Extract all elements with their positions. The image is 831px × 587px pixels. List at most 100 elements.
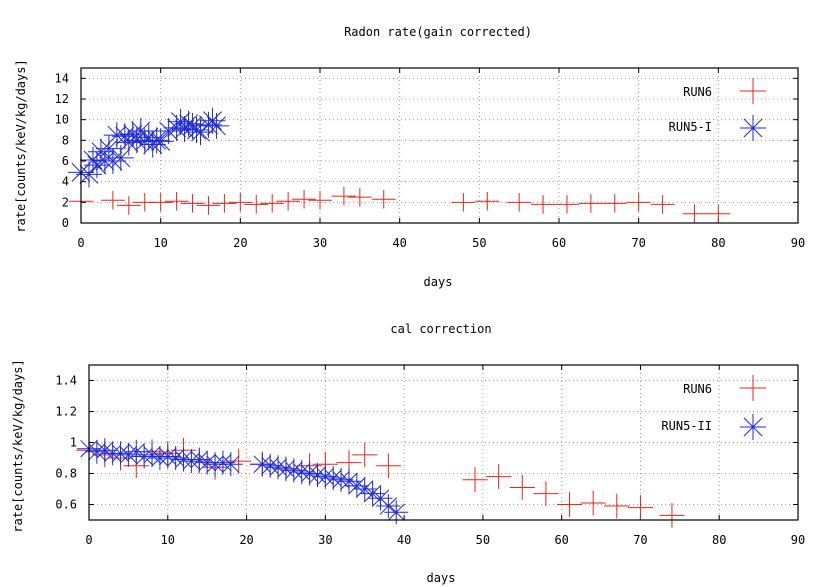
y-tick-label: 6 xyxy=(62,154,69,168)
x-tick-label: 80 xyxy=(711,236,725,250)
y-tick-label: 0 xyxy=(62,216,69,230)
y-tick-label: 14 xyxy=(55,71,69,85)
run5-point xyxy=(321,466,346,491)
y-tick-label: 10 xyxy=(55,113,69,127)
run5-point xyxy=(147,128,174,155)
star-stroke xyxy=(300,464,319,483)
star-stroke xyxy=(151,131,171,151)
star-stroke xyxy=(222,455,240,473)
run5-point xyxy=(384,500,409,525)
run6-point xyxy=(659,502,685,528)
run6-point xyxy=(626,193,651,212)
run5-point xyxy=(336,469,361,494)
run5-point xyxy=(218,452,243,477)
run6-point xyxy=(164,192,189,211)
x-tick-label: 50 xyxy=(476,533,490,547)
legend-label: RUN5-II xyxy=(661,419,712,433)
star-stroke xyxy=(340,472,358,491)
run5-point xyxy=(352,477,377,501)
run6-point xyxy=(602,194,627,213)
run5-point xyxy=(155,118,182,145)
run5-point xyxy=(360,481,385,506)
run5-point xyxy=(175,110,202,137)
star-stroke xyxy=(103,151,123,171)
run6-point xyxy=(533,481,559,507)
run6-point xyxy=(116,196,141,215)
run6-point xyxy=(650,195,675,214)
star-stroke xyxy=(159,121,179,141)
run6-point xyxy=(451,193,476,212)
star-stroke xyxy=(166,449,185,467)
y-axis-label: rate[counts/keV/kg/days] xyxy=(14,59,28,232)
x-tick-label: 0 xyxy=(85,533,92,547)
star-stroke xyxy=(151,449,169,467)
run6-point xyxy=(475,192,500,211)
star-stroke xyxy=(96,441,114,460)
run6-point xyxy=(100,190,125,210)
legend-plus-marker xyxy=(740,78,766,104)
star-stroke xyxy=(107,125,127,145)
star-stroke xyxy=(187,120,206,140)
run6-point xyxy=(276,192,301,211)
run5-point xyxy=(210,450,235,475)
y-tick-label: 4 xyxy=(62,175,69,189)
x-tick-label: 50 xyxy=(472,236,486,250)
run6-point xyxy=(682,204,707,223)
run5-point xyxy=(75,161,102,188)
run5-point xyxy=(163,446,188,470)
run5-point xyxy=(329,467,354,492)
run5-point xyxy=(155,444,180,469)
run6-point xyxy=(196,196,221,215)
run5-point xyxy=(289,459,314,484)
run5-point xyxy=(183,117,210,143)
run5-point xyxy=(143,127,170,154)
axis-ticks: 0 10 20 30 40 50 60 70 80 90 0 2 4 6 8 10 12 14 xyxy=(55,68,805,250)
star-stroke xyxy=(332,470,350,489)
plot-frame xyxy=(88,364,799,521)
run6-point xyxy=(226,448,252,474)
star-stroke xyxy=(324,469,342,487)
star-stroke xyxy=(292,463,311,481)
run6-point xyxy=(580,490,606,516)
star-stroke xyxy=(131,121,151,141)
x-tick-label: 20 xyxy=(233,236,247,250)
chart-title: Radon rate(gain corrected) xyxy=(344,25,532,39)
run5-point xyxy=(111,123,138,150)
star-stroke xyxy=(127,130,147,150)
star-stroke xyxy=(190,450,209,469)
star-stroke xyxy=(348,477,366,495)
run5-point xyxy=(92,438,117,463)
y-tick-label: 0.8 xyxy=(55,467,77,481)
legend-plus-marker xyxy=(740,375,766,401)
star-stroke xyxy=(111,148,131,168)
run5-point xyxy=(250,452,275,477)
star-stroke xyxy=(174,450,193,469)
run5-point xyxy=(195,450,220,475)
x-tick-label: 40 xyxy=(397,533,411,547)
run6-point xyxy=(148,193,173,212)
star-stroke xyxy=(285,461,303,480)
legend-label: RUN5-I xyxy=(669,120,712,134)
star-stroke xyxy=(111,444,130,463)
star-stroke xyxy=(179,114,199,134)
run5-point xyxy=(187,447,212,472)
star-stroke xyxy=(135,447,153,466)
star-stroke xyxy=(206,116,226,136)
run6-point xyxy=(462,467,488,493)
star-stroke xyxy=(387,503,405,522)
cal-correction-chart: cal correction 0 10 20 30 40 50 60 70 80 90 0.6 0.8… xyxy=(11,322,805,585)
run6-point xyxy=(578,194,603,213)
run5-point xyxy=(124,439,149,464)
x-tick-label: 70 xyxy=(631,236,645,250)
x-tick-label: 90 xyxy=(791,533,805,547)
run5-point xyxy=(119,121,146,148)
y-tick-label: 8 xyxy=(62,133,69,147)
run6-point xyxy=(509,475,535,500)
star-stroke xyxy=(363,484,382,503)
run5-point xyxy=(281,458,306,483)
x-tick-label: 60 xyxy=(554,533,568,547)
x-tick-label: 40 xyxy=(392,236,406,250)
star-stroke xyxy=(147,130,167,150)
run5-point xyxy=(313,464,338,489)
